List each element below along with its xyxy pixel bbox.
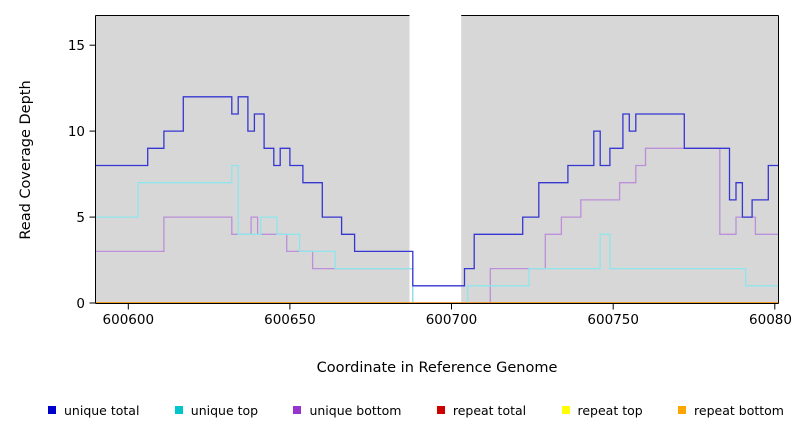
- x-tick-label: 600750: [587, 312, 639, 328]
- legend-swatch-unique-bottom: [293, 406, 302, 414]
- legend-swatch-unique-total: [48, 406, 56, 414]
- legend-label: repeat total: [452, 402, 527, 418]
- legend-label: unique total: [64, 402, 140, 418]
- legend-label: unique top: [190, 402, 259, 418]
- x-axis-title: Coordinate in Reference Genome: [317, 360, 558, 376]
- legend-item-unique-total: unique total: [48, 403, 139, 418]
- x-tick-label: 600700: [426, 312, 478, 328]
- x-tick-label: 600600: [103, 312, 155, 328]
- legend-swatch-repeat-total: [436, 406, 445, 414]
- legend-swatch-repeat-top: [561, 406, 570, 414]
- legend-swatch-repeat-bottom: [678, 406, 687, 414]
- x-tick-label: 600650: [264, 312, 316, 328]
- y-tick-label: 0: [76, 296, 85, 312]
- legend-swatch-unique-top: [174, 406, 183, 414]
- masked-region: [409, 10, 462, 303]
- legend-item-repeat-bottom: repeat bottom: [678, 403, 784, 418]
- legend-label: unique bottom: [309, 402, 402, 418]
- y-tick-label: 15: [68, 38, 85, 54]
- series-unique-bottom: [96, 147, 778, 304]
- legend: unique total unique top unique bottom repea…: [48, 399, 784, 421]
- legend-item-unique-bottom: unique bottom: [293, 402, 402, 418]
- series-unique-total: [96, 96, 778, 287]
- legend-item-unique-top: unique top: [174, 402, 259, 418]
- legend-item-repeat-top: repeat top: [561, 402, 643, 418]
- legend-item-repeat-total: repeat total: [436, 402, 527, 418]
- y-tick-label: 10: [68, 124, 85, 140]
- y-axis-title: Read Coverage Depth: [18, 80, 34, 239]
- series-unique-top: [96, 164, 778, 304]
- legend-label: repeat top: [577, 402, 643, 418]
- legend-label: repeat bottom: [694, 402, 784, 418]
- y-tick-label: 5: [76, 210, 85, 226]
